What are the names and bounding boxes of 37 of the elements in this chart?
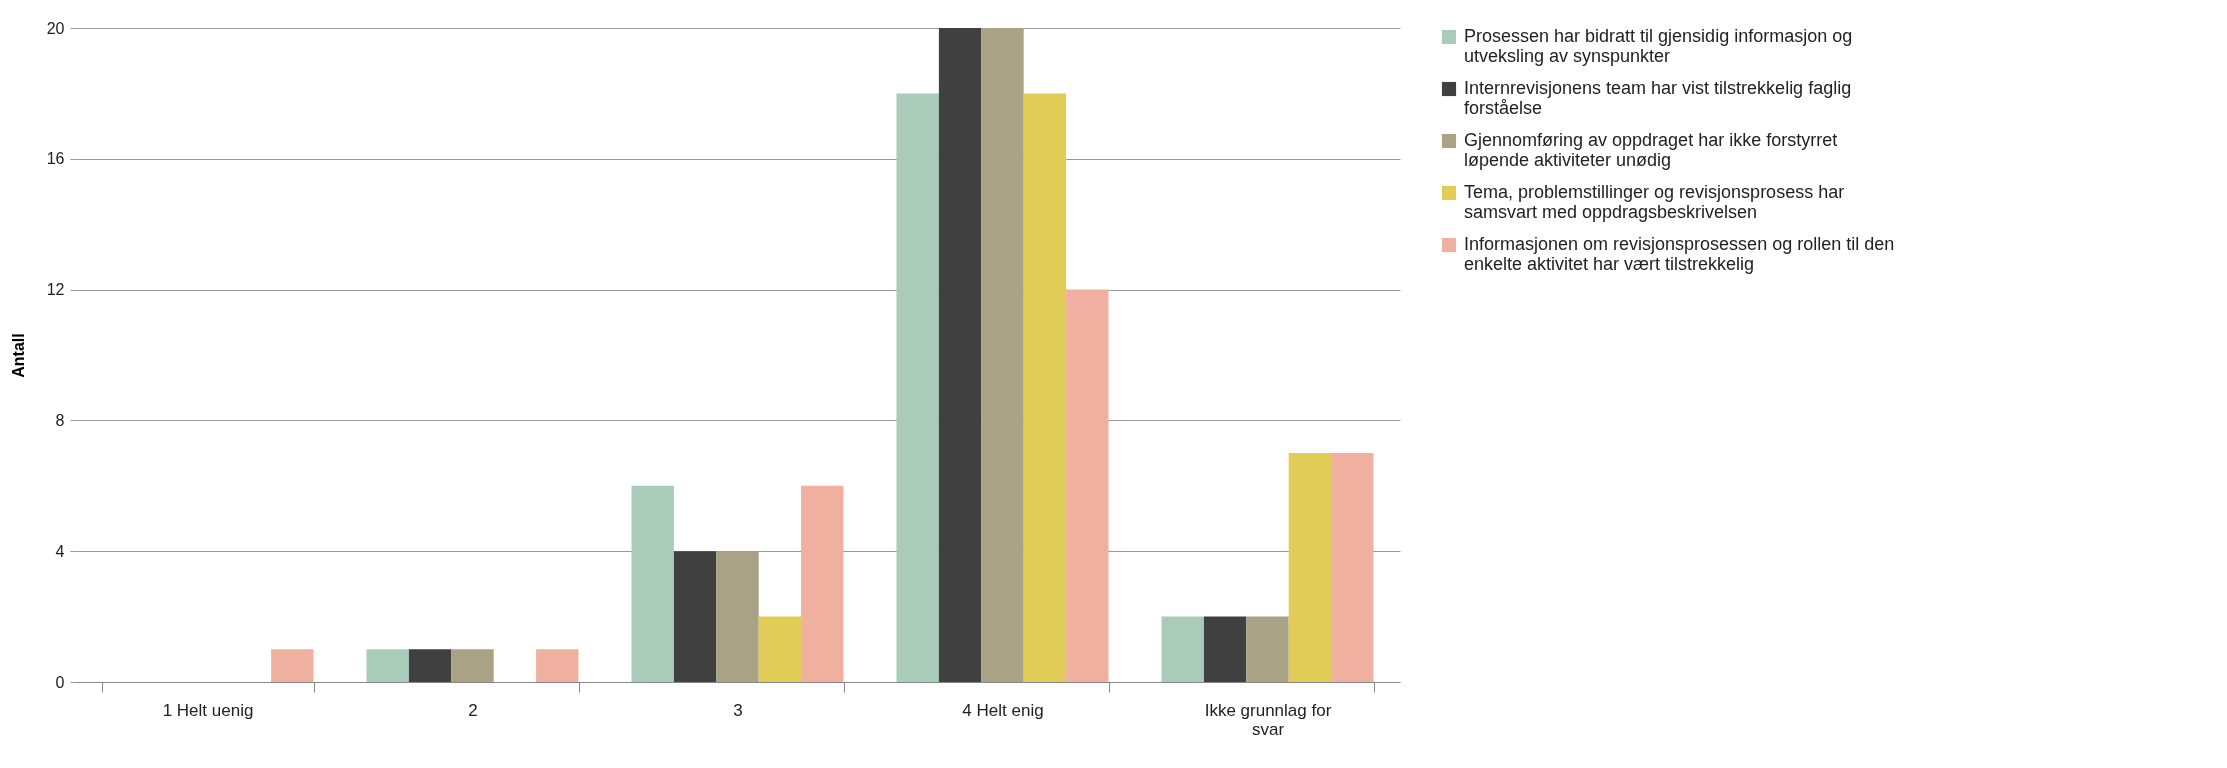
bar: [451, 649, 494, 682]
bar: [801, 485, 844, 682]
bar: [1288, 453, 1332, 682]
y-axis-title: Antall: [9, 333, 27, 378]
y-tick-label: 0: [55, 673, 65, 691]
legend-label: Informasjonen om revisjonsprosessen og rollen til den enkelte aktivitet har vært tilstrekkelig: [1464, 234, 1895, 274]
y-tick-label: 12: [46, 281, 65, 299]
x-tick-label: Ikke grunnlag for svar: [1204, 700, 1332, 739]
bar: [1331, 453, 1374, 682]
y-tick-label: 20: [46, 19, 65, 37]
y-tick-label: 8: [55, 411, 65, 429]
bar: [758, 616, 802, 682]
bar: [366, 649, 409, 682]
bar: [1161, 616, 1204, 682]
x-tick-label: 4 Helt enig: [962, 700, 1044, 720]
bar: [271, 649, 314, 682]
legend-label: Prosessen har bidratt til gjensidig informasjon og utveksling av synspunkter: [1464, 26, 1853, 66]
bar: [1023, 93, 1067, 682]
x-tick-label: 3: [733, 700, 743, 720]
bar: [716, 551, 759, 682]
x-tick-label: 1 Helt uenig: [162, 700, 254, 720]
y-tick-label: 16: [46, 150, 65, 168]
legend-label: Internrevisjonens team har vist tilstrekkelig faglig forståelse: [1464, 78, 1852, 118]
bar: [1203, 616, 1247, 682]
x-tick-label: 2: [468, 700, 478, 720]
bar: [536, 649, 579, 682]
bar: [896, 93, 939, 682]
bar: [408, 649, 452, 682]
bar: [981, 28, 1024, 682]
bar: [938, 28, 982, 682]
bar: [1246, 616, 1289, 682]
legend-label: Gjennomføring av oppdraget har ikke forstyrret løpende aktiviteter unødig: [1464, 130, 1838, 170]
y-tick-label: 4: [55, 542, 65, 560]
bar: [1066, 289, 1109, 682]
bar: [631, 485, 674, 682]
legend-label: Tema, problemstillinger og revisjonsprosess har samsvart med oppdragsbeskrivelsen: [1464, 182, 1845, 222]
bar: [673, 551, 717, 682]
